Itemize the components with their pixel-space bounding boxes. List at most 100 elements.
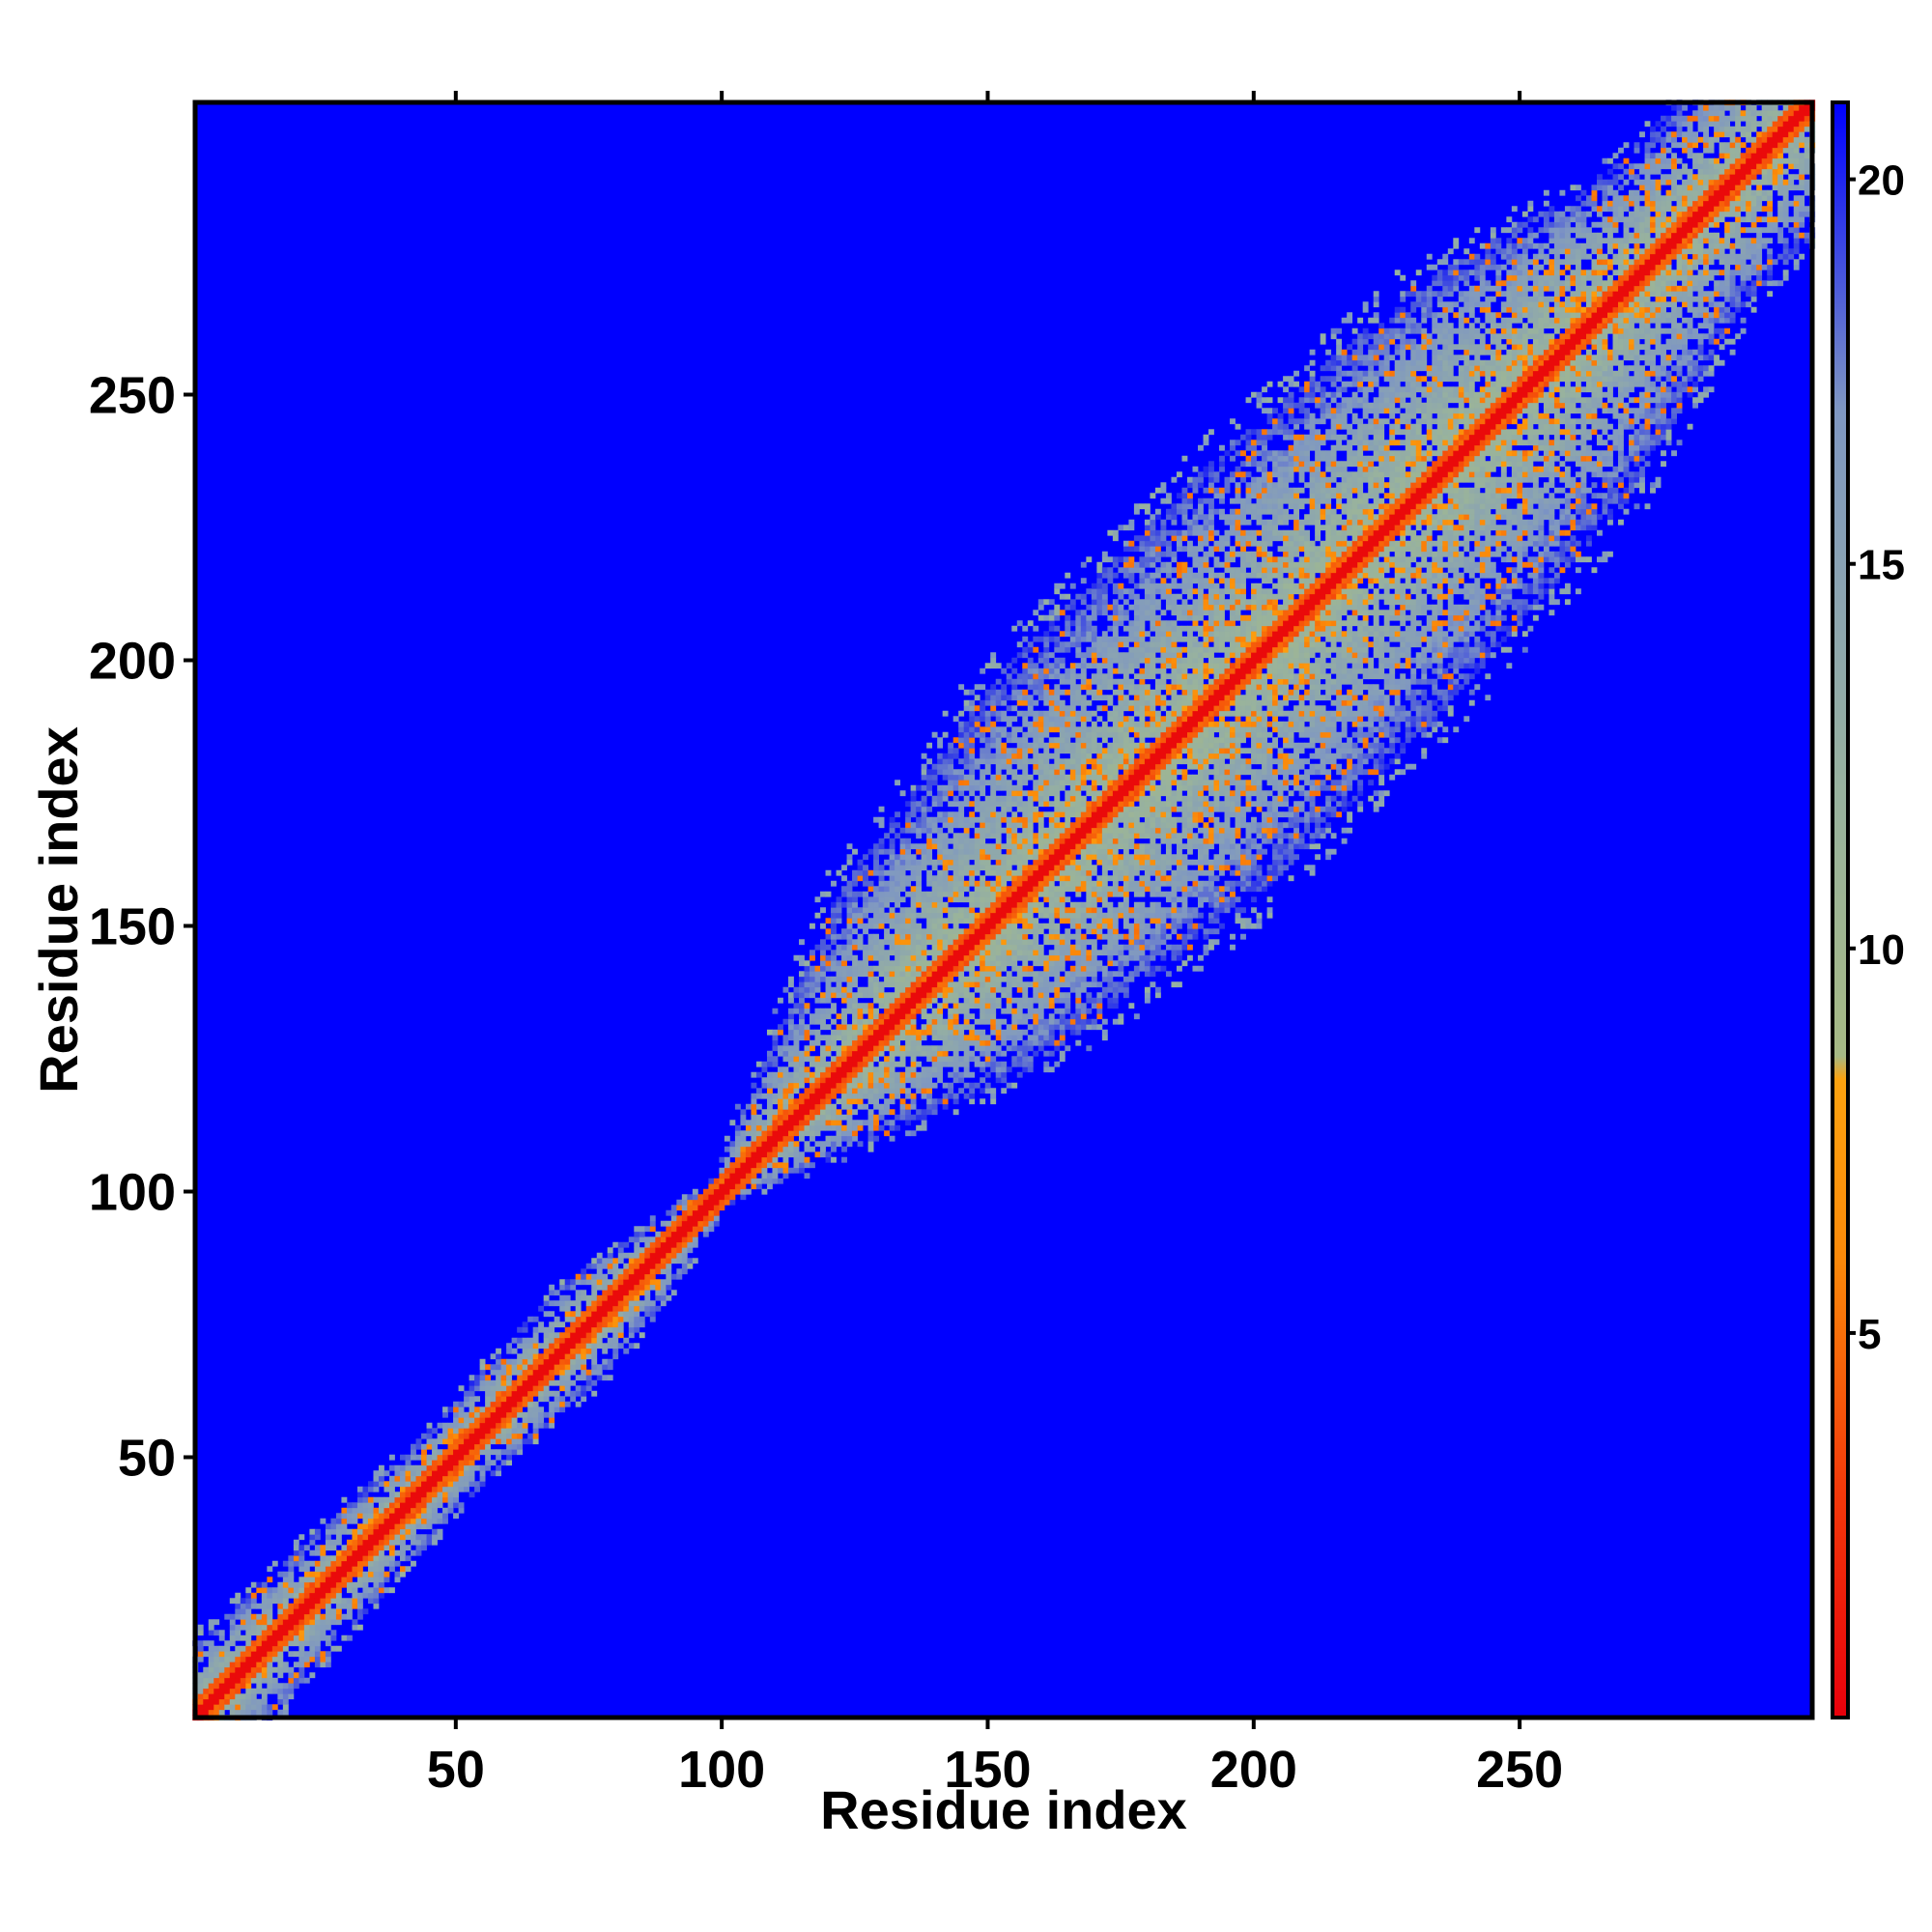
- heatmap-cell: [782, 1151, 789, 1158]
- heatmap-cell: [623, 1268, 630, 1275]
- heatmap-cell: [235, 1598, 242, 1605]
- heatmap-cell: [740, 1141, 747, 1148]
- heatmap-cell: [378, 1587, 384, 1594]
- heatmap-cell: [479, 1433, 486, 1439]
- heatmap-cell: [1016, 641, 1023, 648]
- heatmap-cell: [373, 1581, 380, 1588]
- heatmap-cell: [1037, 950, 1044, 956]
- heatmap-cell: [1054, 716, 1061, 723]
- heatmap-cell: [740, 1151, 747, 1158]
- heatmap-cell: [942, 1045, 949, 1052]
- heatmap-cell: [831, 1039, 837, 1046]
- heatmap-cell: [362, 1492, 369, 1498]
- heatmap-cell: [411, 1464, 416, 1471]
- heatmap-cell: [995, 663, 1002, 669]
- heatmap-cell: [878, 891, 885, 897]
- heatmap-cell: [602, 1348, 609, 1354]
- heatmap-cell: [958, 848, 965, 855]
- heatmap-cell: [878, 965, 885, 972]
- heatmap-cell: [942, 997, 949, 1004]
- heatmap-cell: [367, 1518, 374, 1524]
- heatmap-cell: [974, 1082, 980, 1089]
- heatmap-cell: [761, 1120, 768, 1126]
- heatmap-cell: [607, 1358, 613, 1365]
- heatmap-cell: [549, 1390, 555, 1397]
- heatmap-cell: [288, 1587, 295, 1594]
- heatmap-cell: [474, 1422, 480, 1429]
- heatmap-cell: [963, 981, 970, 988]
- heatmap-cell: [628, 1300, 635, 1307]
- heatmap-cell: [804, 1124, 810, 1131]
- heatmap-cell: [1043, 1029, 1050, 1036]
- heatmap-cell: [330, 1518, 337, 1524]
- heatmap-cell: [787, 1141, 794, 1148]
- heatmap-cell: [421, 1460, 427, 1466]
- heatmap-cell: [980, 918, 986, 924]
- heatmap-cell: [639, 1321, 645, 1328]
- heatmap-cell: [1048, 875, 1055, 882]
- heatmap-cell: [634, 1231, 640, 1237]
- heatmap-cell: [267, 1587, 273, 1594]
- heatmap-cell: [330, 1555, 337, 1562]
- heatmap-cell: [1022, 689, 1029, 696]
- heatmap-cell: [330, 1581, 337, 1588]
- heatmap-cell: [1006, 1082, 1012, 1089]
- heatmap-cell: [1069, 763, 1076, 770]
- heatmap-cell: [1048, 869, 1055, 876]
- heatmap-cell: [474, 1411, 480, 1418]
- heatmap-cell: [852, 1077, 858, 1084]
- heatmap-cell: [655, 1258, 662, 1264]
- heatmap-cell: [1016, 843, 1023, 850]
- heatmap-cell: [899, 1029, 906, 1036]
- heatmap-cell: [421, 1502, 427, 1509]
- heatmap-cell: [208, 1672, 214, 1679]
- heatmap-cell: [793, 1103, 800, 1110]
- heatmap-cell: [649, 1220, 656, 1227]
- heatmap-cell: [1054, 758, 1061, 765]
- heatmap-cell: [330, 1592, 337, 1599]
- heatmap-cell: [464, 1438, 469, 1445]
- heatmap-cell: [990, 780, 997, 786]
- heatmap-cell: [958, 816, 965, 823]
- heatmap-cell: [713, 1178, 720, 1184]
- heatmap-cell: [235, 1613, 242, 1620]
- heatmap-cell: [1048, 726, 1055, 733]
- heatmap-cell: [411, 1523, 416, 1530]
- heatmap-cell: [952, 928, 959, 935]
- heatmap-cell: [208, 1656, 214, 1662]
- heatmap-cell: [1037, 673, 1044, 680]
- heatmap-cell: [527, 1379, 534, 1386]
- heatmap-cell: [1048, 753, 1055, 759]
- heatmap-cell: [575, 1385, 582, 1392]
- heatmap-cell: [984, 896, 991, 903]
- heatmap-cell: [825, 1124, 832, 1131]
- heatmap-cell: [464, 1433, 469, 1439]
- heatmap-cell: [293, 1683, 299, 1690]
- heatmap-cell: [453, 1475, 459, 1482]
- heatmap-cell: [884, 954, 890, 961]
- heatmap-cell: [373, 1592, 380, 1599]
- heatmap-cell: [878, 960, 885, 967]
- heatmap-cell: [1065, 822, 1071, 829]
- heatmap-cell: [931, 880, 938, 887]
- heatmap-cell: [1006, 731, 1012, 738]
- heatmap-cell: [426, 1523, 433, 1530]
- heatmap-cell: [899, 1003, 906, 1009]
- heatmap-cell: [931, 1109, 938, 1116]
- heatmap-cell: [782, 1135, 789, 1142]
- heatmap-cell: [1033, 758, 1039, 765]
- heatmap-cell: [267, 1598, 273, 1605]
- heatmap-cell: [293, 1587, 299, 1594]
- heatmap-cell: [1033, 869, 1039, 876]
- heatmap-cell: [969, 1039, 976, 1046]
- heatmap-cell: [980, 928, 986, 935]
- heatmap-cell: [559, 1385, 566, 1392]
- heatmap-cell: [793, 1029, 800, 1036]
- heatmap-cell: [506, 1422, 513, 1429]
- heatmap-cell: [634, 1258, 640, 1264]
- heatmap-cell: [799, 1103, 805, 1110]
- heatmap-cell: [787, 1109, 794, 1116]
- heatmap-cell: [575, 1364, 582, 1371]
- heatmap-cell: [910, 827, 917, 834]
- heatmap-cell: [1043, 742, 1050, 749]
